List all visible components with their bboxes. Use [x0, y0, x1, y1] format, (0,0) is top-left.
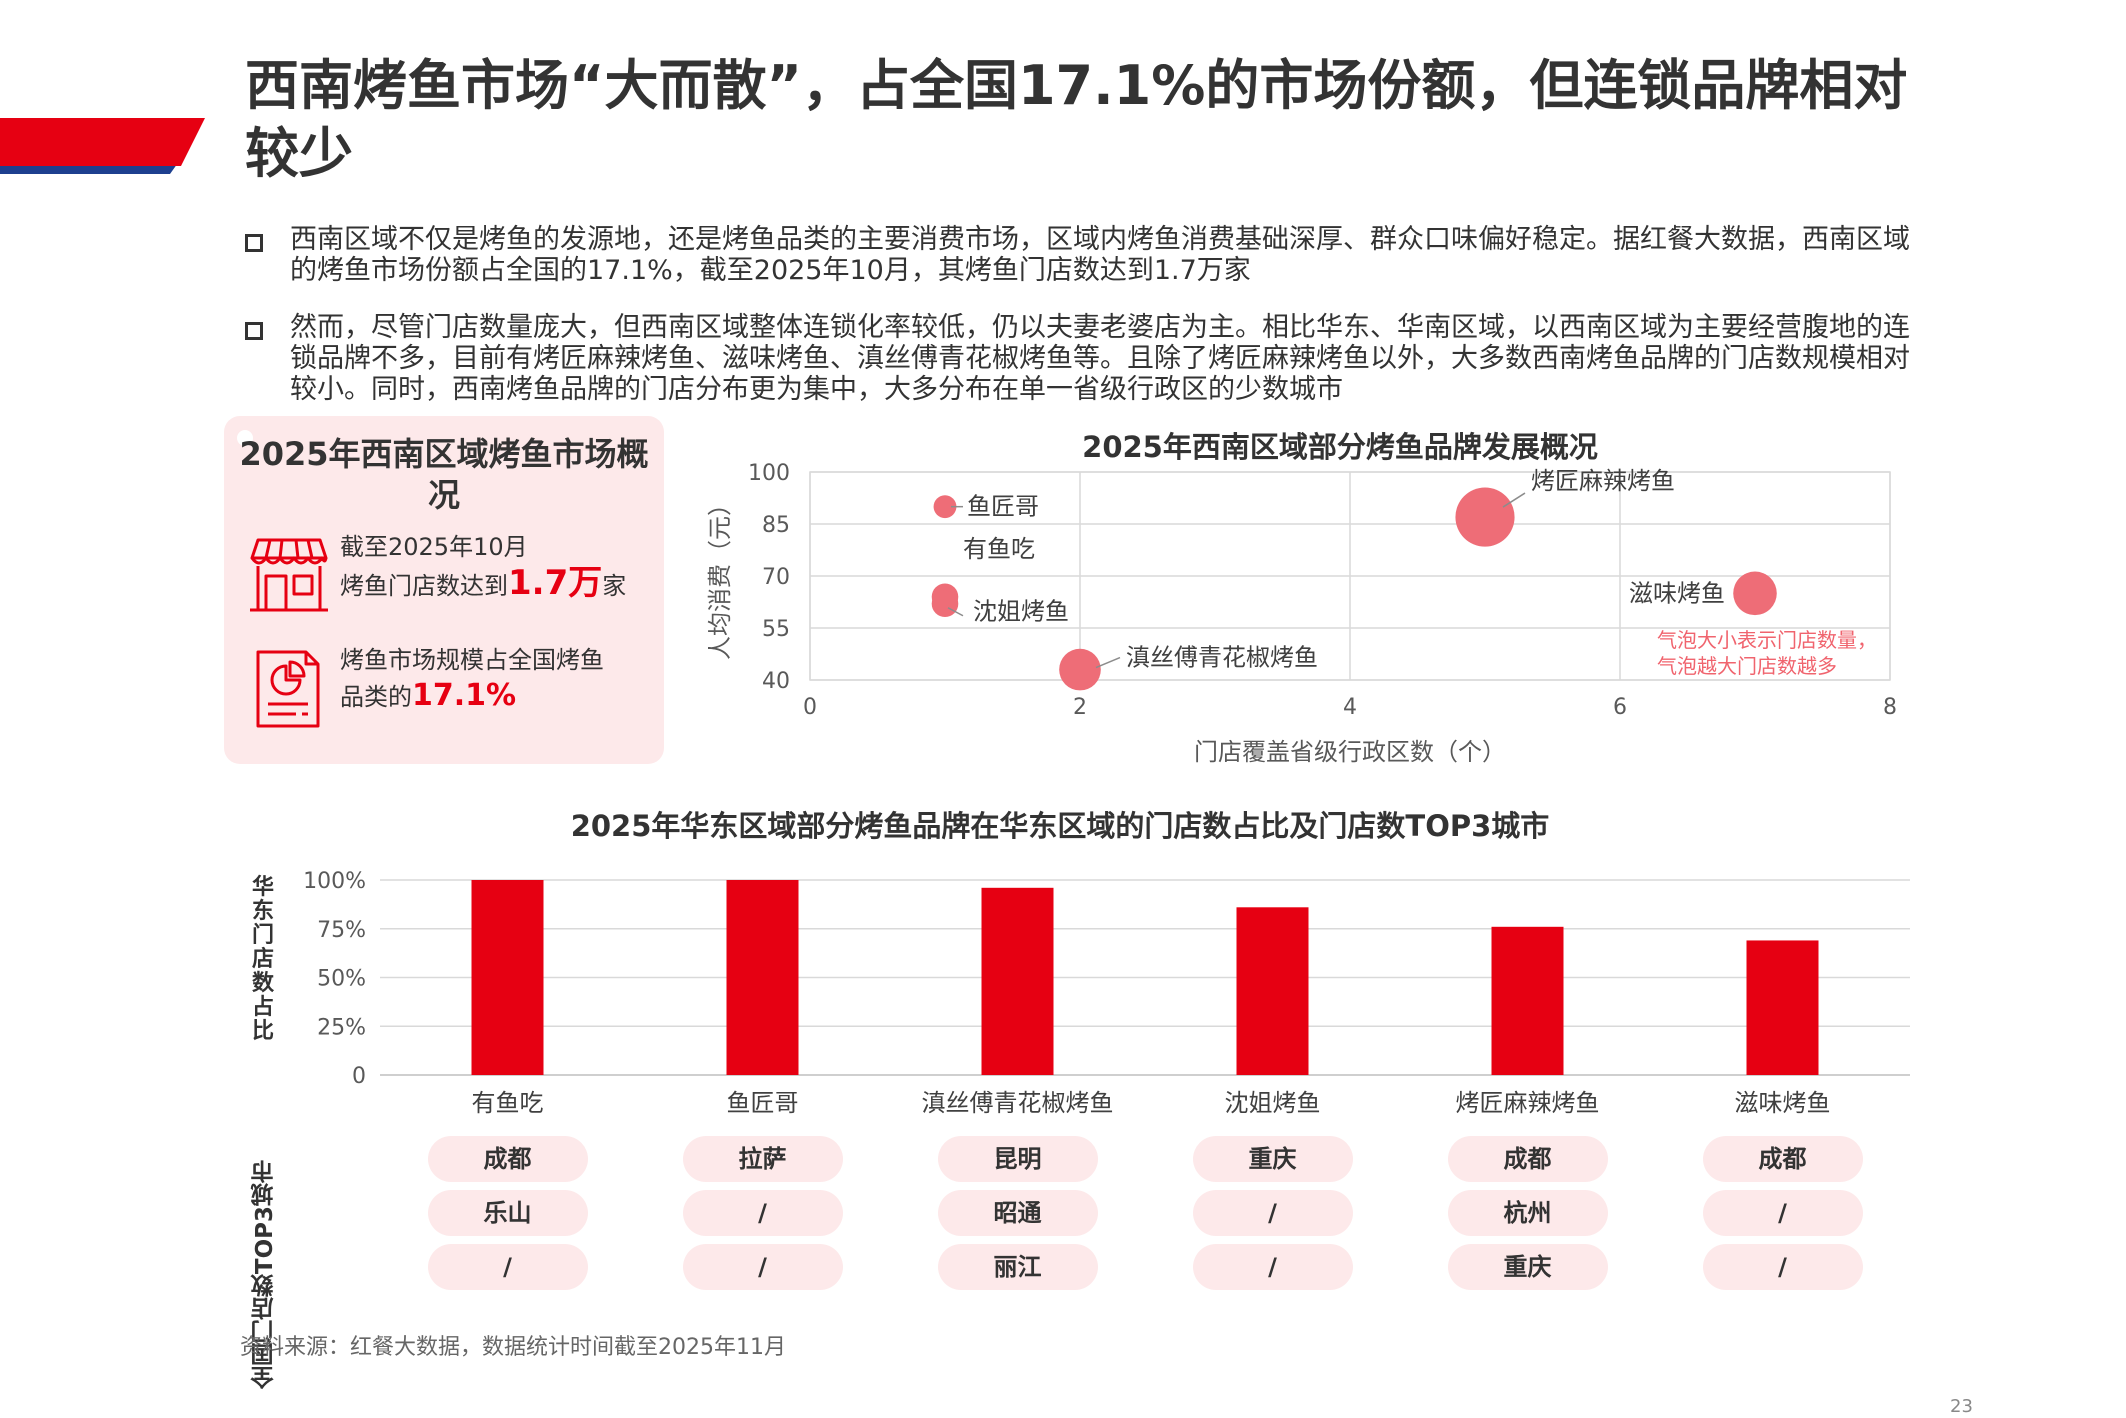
store-count-text: 截至2025年10月 烤鱼门店数达到1.7万家 [340, 529, 626, 604]
store-count-value: 1.7万 [508, 563, 603, 603]
x-category-label: 鱼匠哥 [727, 1089, 799, 1117]
bubble-label: 鱼匠哥 [967, 493, 1039, 521]
bubble-label: 滇丝傅青花椒烤鱼 [1126, 644, 1318, 672]
city-pill: / [1192, 1244, 1353, 1290]
bullet-text: 西南区域不仅是烤鱼的发源地，还是烤鱼品类的主要消费市场，区域内烤鱼消费基础深厚、… [290, 224, 1910, 286]
y-tick-label: 40 [762, 669, 790, 694]
market-share-line: 烤鱼市场规模占全国烤鱼 [340, 646, 604, 674]
bar [471, 880, 544, 1075]
bubble-chart-title: 2025年西南区域部分烤鱼品牌发展概况 [1082, 430, 1598, 464]
data-source: 资料来源：红餐大数据，数据统计时间截至2025年11月 [240, 1335, 786, 1360]
city-pill: 重庆 [1192, 1136, 1353, 1182]
y-axis-label: 人均消费（元） [706, 492, 734, 660]
city-pill: 乐山 [427, 1190, 588, 1236]
bar [1746, 940, 1819, 1075]
market-share-prefix: 品类的 [340, 683, 412, 711]
x-tick-label: 4 [1343, 695, 1357, 720]
page-title: 西南烤鱼市场“大而散”，占全国17.1%的市场份额，但连锁品牌相对较少 [245, 54, 1908, 185]
city-pill: 昭通 [937, 1190, 1098, 1236]
y-tick-label: 0 [352, 1064, 366, 1089]
bubble-point [933, 495, 957, 519]
city-pill: 拉萨 [682, 1136, 843, 1182]
x-category-label: 有鱼吃 [472, 1089, 544, 1117]
y-tick-label: 55 [762, 617, 790, 642]
bubble-label: 有鱼吃 [963, 535, 1035, 563]
city-pill: 成都 [427, 1136, 588, 1182]
city-pill: 成都 [1702, 1136, 1863, 1182]
bubble-size-note: 气泡越大门店数越多 [1657, 654, 1837, 678]
x-tick-label: 6 [1613, 695, 1627, 720]
label-leader-line [1502, 492, 1526, 508]
bar [1236, 907, 1309, 1075]
y-tick-label: 85 [762, 513, 790, 538]
square-bullet-icon [245, 234, 263, 252]
y-axis-label: 华东门店数占比 [252, 874, 275, 1044]
bubble-point [1059, 648, 1101, 691]
bullet-item: 然而，尽管门店数量庞大，但西南区域整体连锁化率较低，仍以夫妻老婆店为主。相比华东… [245, 312, 1925, 405]
bubble-point [1455, 487, 1515, 547]
city-pill: / [427, 1244, 588, 1290]
overview-title: 2025年西南区域烤鱼市场概况 [239, 435, 649, 514]
page-number: 23 [1950, 1396, 1973, 1417]
city-pill: / [1702, 1244, 1863, 1290]
market-share-text: 烤鱼市场规模占全国烤鱼 品类的17.1% [340, 642, 604, 715]
y-tick-label: 100% [303, 869, 366, 894]
bubble-chart: 40 55 70 85 100 0 2 4 6 8 门店覆盖省级行政区数（个） 人均消费（元） 鱼匠哥有… [706, 461, 1897, 766]
storefront-icon [250, 538, 328, 612]
bubble-label: 滋味烤鱼 [1629, 579, 1725, 607]
store-count-suffix: 家 [602, 572, 627, 600]
x-category-label: 滇丝傅青花椒烤鱼 [922, 1089, 1114, 1117]
city-pill: 昆明 [937, 1136, 1098, 1182]
x-axis-label: 门店覆盖省级行政区数（个） [1194, 738, 1506, 766]
bar-chart-title: 2025年华东区域部分烤鱼品牌在华东区域的门店数占比及门店数TOP3城市 [570, 809, 1550, 843]
title-accent-bar [0, 118, 205, 174]
label-leader-line [1095, 656, 1121, 669]
bar [981, 887, 1054, 1075]
bar [1491, 926, 1564, 1075]
city-pill: 丽江 [937, 1244, 1098, 1290]
x-category-label: 滋味烤鱼 [1735, 1089, 1831, 1117]
report-chart-icon [256, 650, 320, 728]
city-pill: 成都 [1447, 1136, 1608, 1182]
bubble-label: 沈姐烤鱼 [973, 598, 1069, 626]
store-count-line: 截至2025年10月 [340, 533, 528, 561]
store-count-line: 烤鱼门店数达到1.7万家 [340, 565, 626, 604]
city-pill: 杭州 [1447, 1190, 1608, 1236]
city-pill: / [1192, 1190, 1353, 1236]
city-pill: / [682, 1244, 843, 1290]
market-share-line: 品类的17.1% [340, 678, 604, 715]
x-tick-label: 8 [1883, 695, 1897, 720]
bubble-point [931, 590, 959, 618]
market-share-value: 17.1% [412, 678, 517, 713]
bubble-size-note: 气泡大小表示门店数量， [1657, 628, 1877, 652]
market-overview-panel: 2025年西南区域烤鱼市场概况 截至2025年10月 烤鱼门店数达到1.7万家 [224, 416, 664, 764]
city-pill: 重庆 [1447, 1244, 1608, 1290]
city-pill: / [682, 1190, 843, 1236]
bubble-point [1733, 571, 1777, 616]
x-tick-label: 2 [1073, 695, 1087, 720]
label-leader-line [947, 607, 964, 617]
y-tick-label: 70 [762, 565, 790, 590]
x-category-label: 烤匠麻辣烤鱼 [1456, 1089, 1600, 1117]
bullet-text: 然而，尽管门店数量庞大，但西南区域整体连锁化率较低，仍以夫妻老婆店为主。相比华东… [290, 312, 1910, 405]
city-pill: / [1702, 1190, 1863, 1236]
y-tick-label: 75% [317, 918, 366, 943]
bubble-label: 烤匠麻辣烤鱼 [1531, 467, 1675, 495]
x-category-label: 沈姐烤鱼 [1225, 1089, 1321, 1117]
bullet-item: 西南区域不仅是烤鱼的发源地，还是烤鱼品类的主要消费市场，区域内烤鱼消费基础深厚、… [245, 224, 1925, 286]
y-tick-label: 25% [317, 1015, 366, 1040]
x-tick-label: 0 [803, 695, 817, 720]
bar [726, 880, 799, 1075]
panel-dot [237, 430, 253, 446]
y-tick-label: 100 [748, 461, 790, 486]
square-bullet-icon [245, 322, 263, 340]
y-tick-label: 50% [317, 967, 366, 992]
bar-chart: 0 25% 50% 75% 100% 有鱼吃 鱼匠哥 滇丝傅青花椒烤鱼 沈姐烤鱼 烤匠麻辣烤鱼 滋味… [252, 869, 1910, 1117]
store-count-prefix: 烤鱼门店数达到 [340, 572, 508, 600]
